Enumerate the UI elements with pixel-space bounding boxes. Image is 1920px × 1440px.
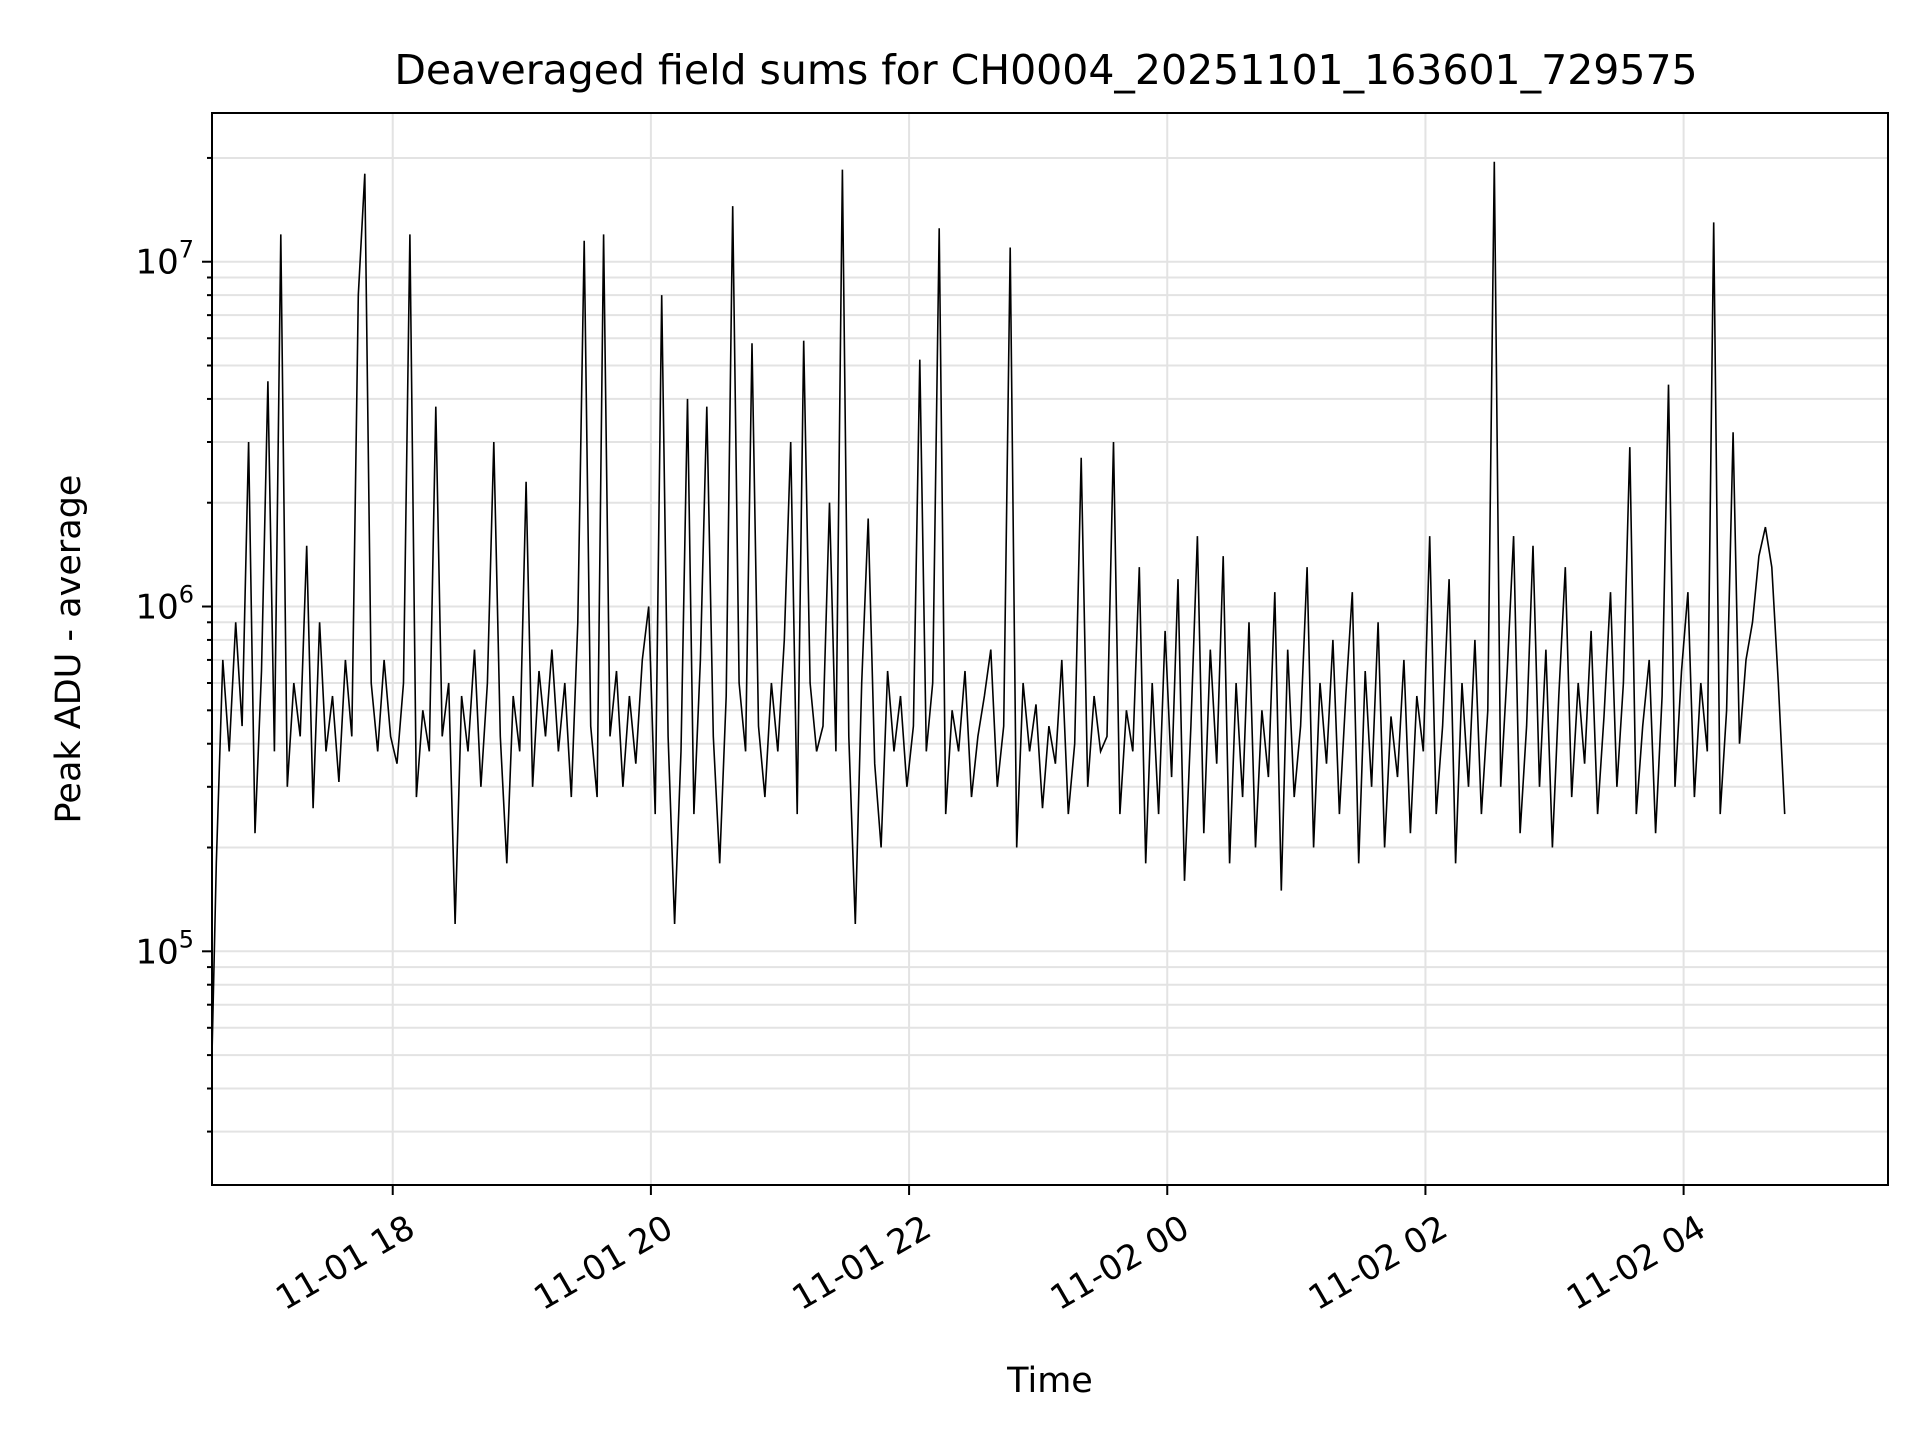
x-axis-label: Time — [1006, 1361, 1093, 1401]
plot-frame — [211, 112, 1889, 1186]
y-tick-label: 105 — [135, 925, 194, 972]
y-axis-label: Peak ADU - average — [49, 475, 89, 824]
series-line-group — [211, 161, 1786, 1056]
grid — [212, 113, 1888, 1185]
chart-title: Deaveraged field sums for CH0004_2025110… — [394, 46, 1697, 94]
series-line — [211, 161, 1786, 1056]
plot-background — [212, 113, 1888, 1185]
y-tick-label: 106 — [135, 581, 194, 628]
y-axis-ticks: 105 106 107 — [135, 156, 212, 1133]
y-tick-label: 107 — [135, 236, 194, 283]
